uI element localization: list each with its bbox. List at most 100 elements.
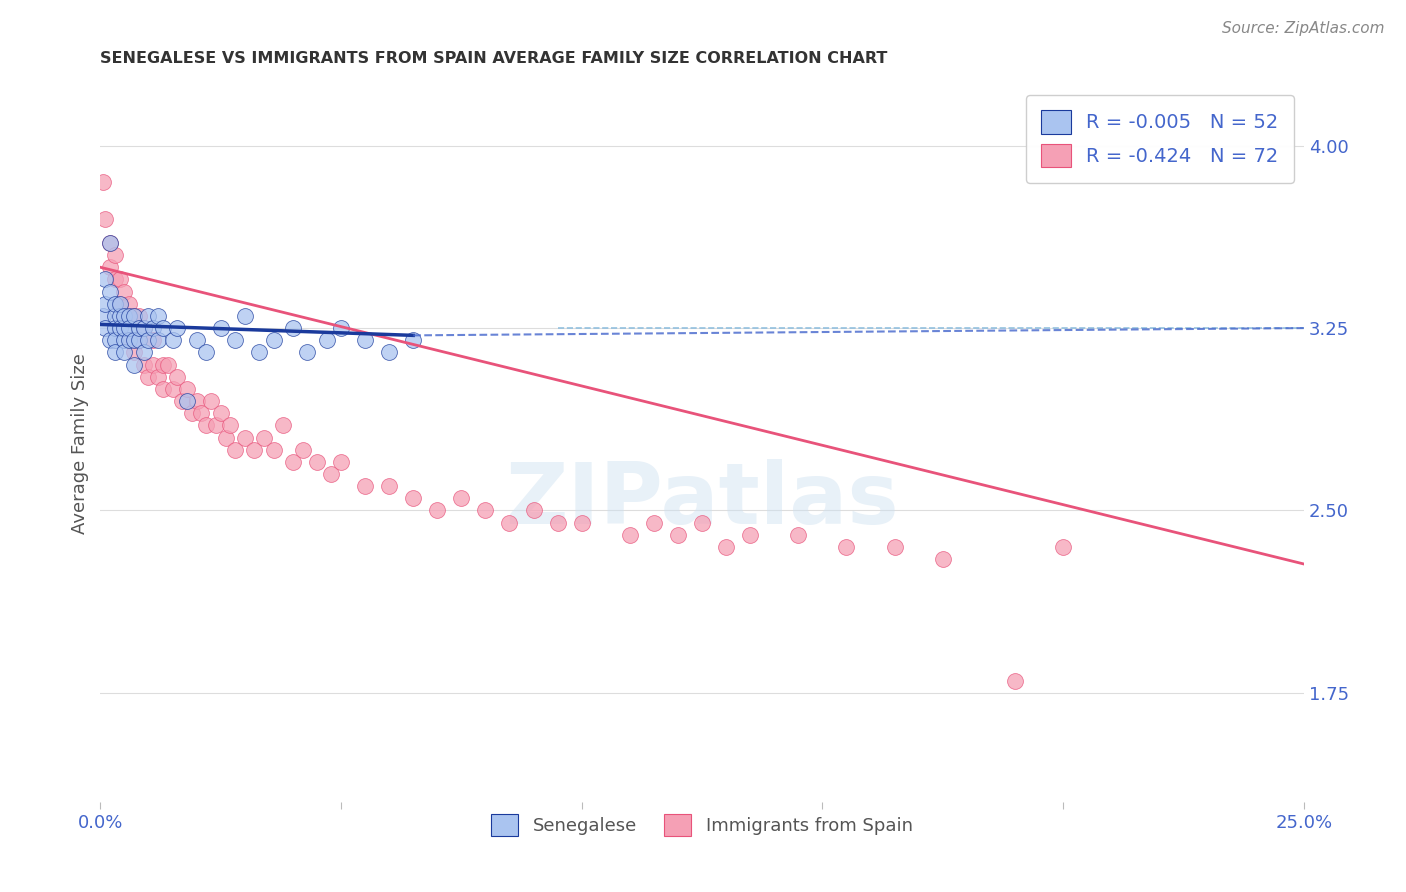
Point (263, 333, 285, 347)
Point (104, 297, 127, 311)
Point (354, 479, 377, 493)
Point (142, 333, 165, 347)
Point (112, 345, 135, 359)
Point (247, 345, 270, 359)
Point (132, 321, 155, 335)
Point (474, 503, 496, 517)
Point (98, 260, 121, 275)
Point (166, 321, 188, 335)
Point (128, 309, 150, 323)
Point (522, 503, 544, 517)
Point (200, 394, 222, 409)
Point (209, 321, 232, 335)
Point (330, 455, 353, 469)
Point (321, 467, 343, 481)
Point (402, 333, 425, 347)
Point (224, 333, 246, 347)
Point (98, 333, 121, 347)
Point (219, 418, 242, 433)
Point (138, 333, 160, 347)
Point (883, 540, 905, 554)
Point (104, 333, 127, 347)
Point (571, 516, 593, 530)
Point (162, 382, 184, 396)
Point (1052, 540, 1074, 554)
Point (643, 516, 665, 530)
Point (108, 309, 131, 323)
Point (98, 235, 121, 250)
Point (224, 442, 246, 457)
Point (112, 309, 135, 323)
Point (108, 272, 131, 286)
Point (243, 442, 266, 457)
Point (122, 345, 145, 359)
Text: ZIPatlas: ZIPatlas (505, 459, 898, 542)
Point (98, 285, 121, 299)
Point (787, 528, 810, 542)
Point (195, 418, 218, 433)
Point (166, 369, 188, 384)
Point (104, 345, 127, 359)
Point (104, 248, 127, 262)
Point (146, 333, 169, 347)
Point (281, 455, 304, 469)
Point (118, 297, 141, 311)
Text: Source: ZipAtlas.com: Source: ZipAtlas.com (1222, 21, 1385, 36)
Point (186, 333, 208, 347)
Point (112, 321, 135, 335)
Point (138, 309, 160, 323)
Point (94, 297, 117, 311)
Point (138, 369, 160, 384)
Point (108, 321, 131, 335)
Point (619, 528, 641, 542)
Legend: Senegalese, Immigrants from Spain: Senegalese, Immigrants from Spain (484, 807, 920, 844)
Point (547, 516, 569, 530)
Point (330, 321, 353, 335)
Point (128, 321, 150, 335)
Point (378, 345, 401, 359)
Point (122, 309, 145, 323)
Point (1004, 673, 1026, 688)
Point (112, 333, 135, 347)
Point (118, 333, 141, 347)
Point (305, 455, 328, 469)
Point (450, 491, 472, 506)
Point (176, 382, 198, 396)
Point (91, 175, 114, 189)
Point (931, 552, 953, 566)
Point (297, 345, 319, 359)
Point (315, 333, 337, 347)
Point (378, 479, 401, 493)
Point (104, 272, 127, 286)
Point (291, 442, 314, 457)
Point (128, 333, 150, 347)
Point (142, 358, 165, 372)
Y-axis label: Average Family Size: Average Family Size (72, 353, 89, 534)
Point (91, 309, 114, 323)
Point (98, 235, 121, 250)
Point (253, 430, 276, 444)
Point (94, 211, 117, 226)
Point (128, 333, 150, 347)
Point (186, 394, 208, 409)
Point (146, 369, 169, 384)
Point (271, 418, 294, 433)
Point (176, 394, 198, 409)
Point (108, 297, 131, 311)
Point (122, 358, 145, 372)
Point (118, 309, 141, 323)
Point (132, 358, 155, 372)
Point (233, 430, 256, 444)
Point (666, 528, 689, 542)
Point (118, 333, 141, 347)
Point (146, 309, 169, 323)
Point (209, 406, 232, 420)
Point (402, 491, 425, 506)
Point (835, 540, 858, 554)
Point (122, 333, 145, 347)
Point (354, 333, 377, 347)
Point (156, 358, 179, 372)
Text: SENEGALESE VS IMMIGRANTS FROM SPAIN AVERAGE FAMILY SIZE CORRELATION CHART: SENEGALESE VS IMMIGRANTS FROM SPAIN AVER… (100, 51, 887, 66)
Point (162, 333, 184, 347)
Point (233, 309, 256, 323)
